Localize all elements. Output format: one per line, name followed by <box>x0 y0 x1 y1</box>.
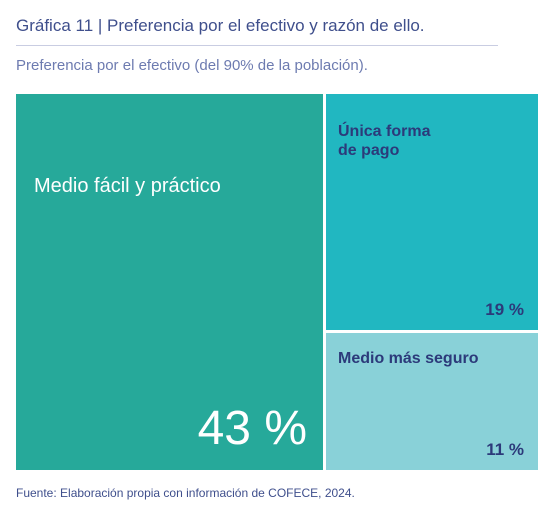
source-note: Fuente: Elaboración propia con informaci… <box>16 486 355 500</box>
treemap-value-medio-facil: 43 % <box>197 402 307 455</box>
treemap-cell-medio-facil: Medio fácil y práctico 43 % <box>16 94 323 470</box>
treemap-cell-medio-seguro: Medio más seguro 11 % <box>326 333 538 470</box>
title-divider <box>16 45 498 46</box>
treemap-value-medio-seguro: 11 % <box>486 440 524 459</box>
treemap-value-unica-forma: 19 % <box>485 300 524 319</box>
treemap-label-medio-facil: Medio fácil y práctico <box>34 175 221 197</box>
chart-title: Gráfica 11 | Preferencia por el efectivo… <box>16 16 425 35</box>
treemap-chart: Medio fácil y práctico 43 % Única forma … <box>16 94 538 470</box>
treemap-label-unica-forma: Única forma de pago <box>338 123 431 160</box>
chart-subtitle: Preferencia por el efectivo (del 90% de … <box>16 57 368 74</box>
treemap-label-medio-seguro: Medio más seguro <box>338 350 479 367</box>
treemap-cell-unica-forma: Única forma de pago 19 % <box>326 94 538 330</box>
